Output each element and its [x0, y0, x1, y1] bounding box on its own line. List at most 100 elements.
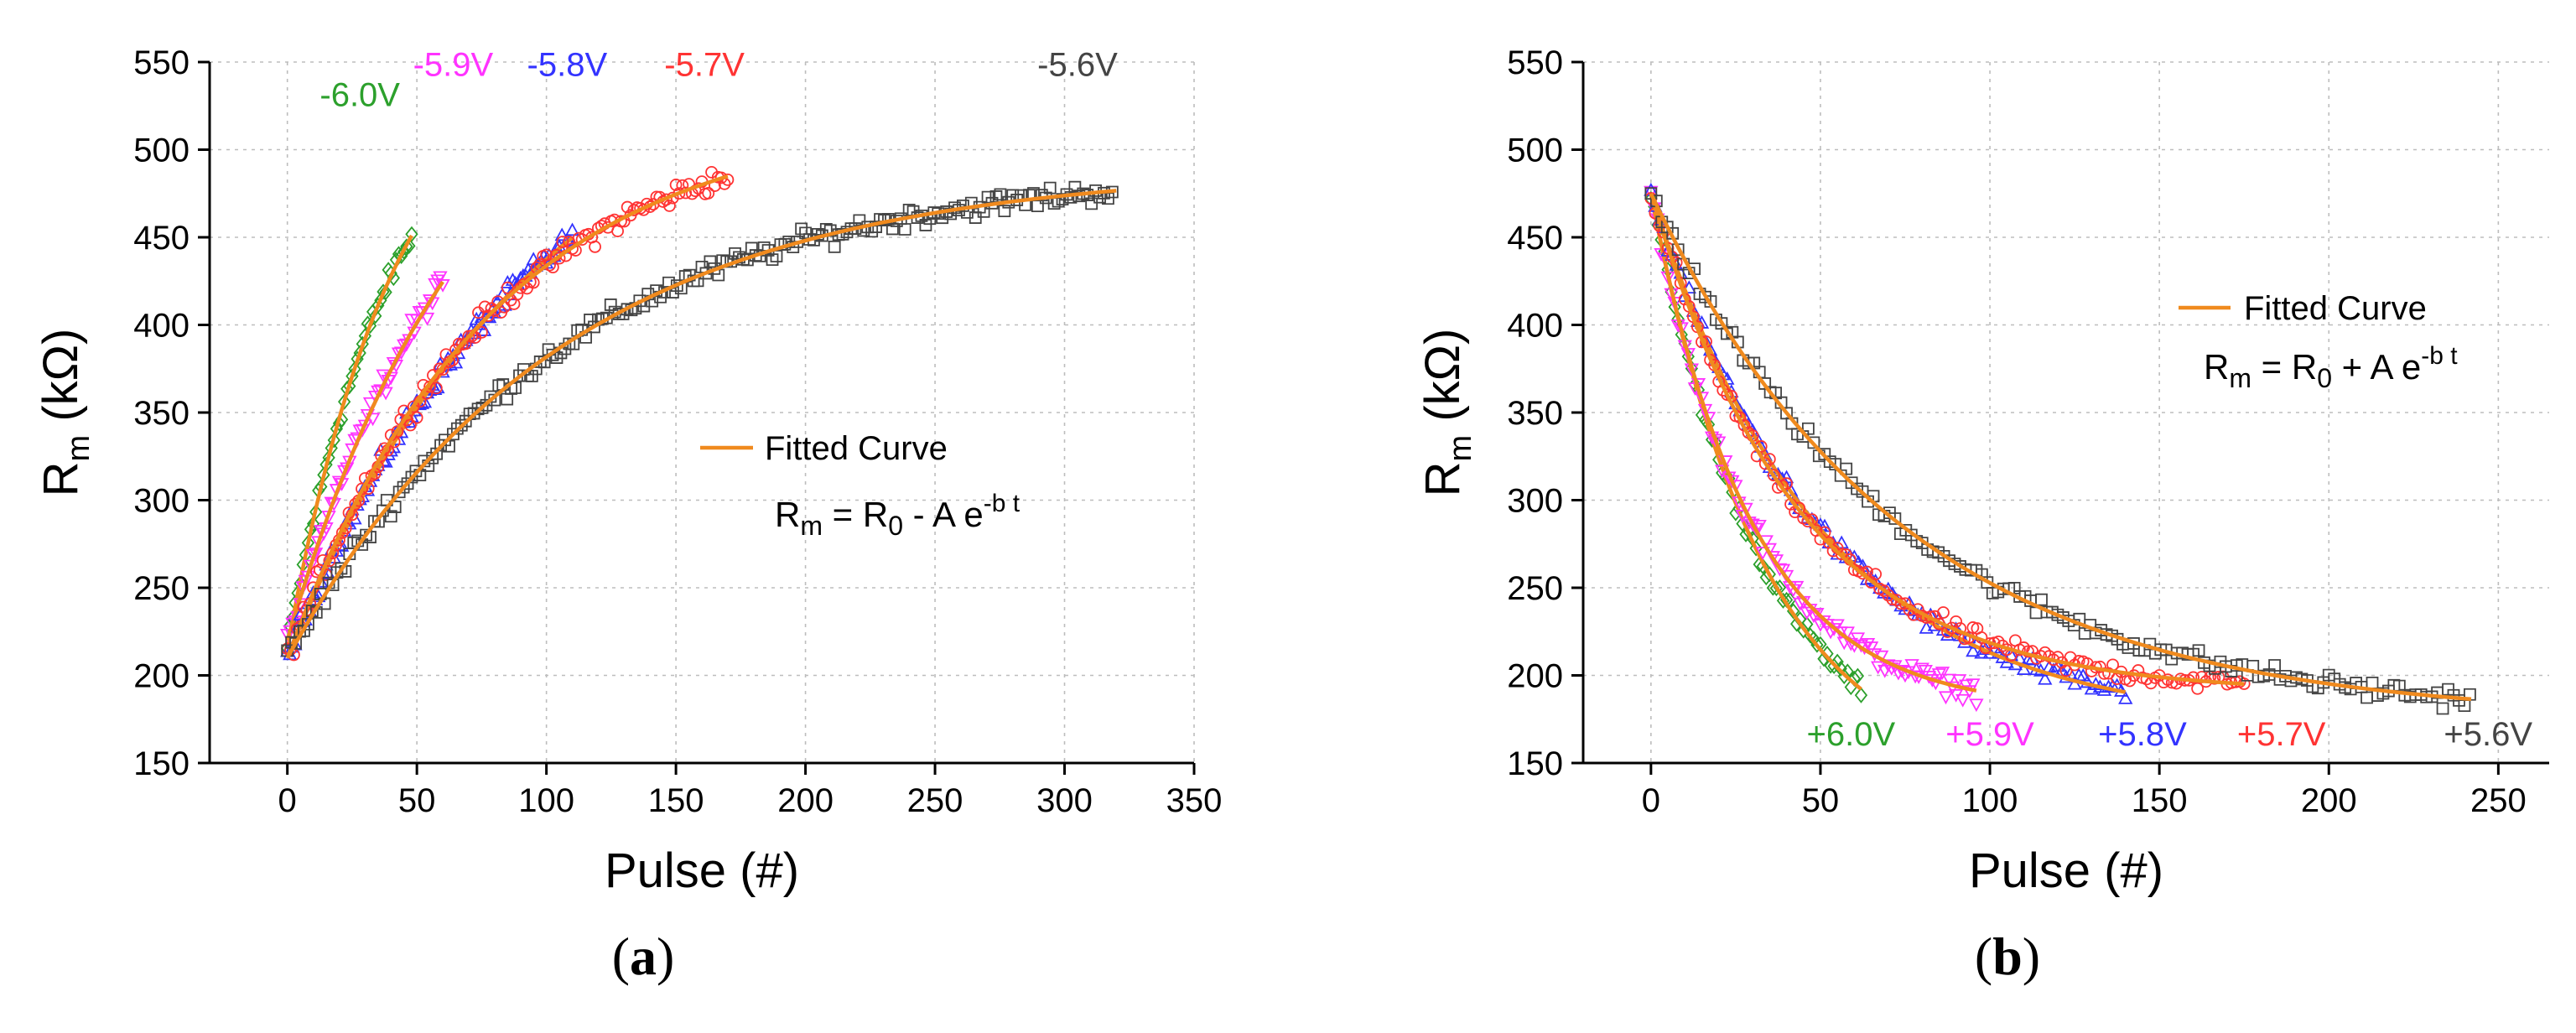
data-point	[336, 465, 352, 479]
data-point	[500, 274, 515, 288]
data-point	[1869, 568, 1883, 581]
data-point	[330, 420, 344, 437]
y-tick-label: 250	[133, 570, 190, 607]
data-point	[973, 200, 986, 214]
data-point	[2360, 691, 2373, 704]
data-point	[1660, 221, 1674, 234]
series-label: -6.0V	[319, 76, 400, 113]
y-axis-title: Rm (kΩ)	[1415, 329, 1478, 497]
data-point	[413, 395, 427, 408]
data-point	[559, 249, 573, 262]
data-point	[662, 276, 675, 289]
y-tick-label: 200	[133, 658, 190, 695]
y-tick-label: 500	[133, 132, 190, 169]
data-point	[348, 361, 361, 377]
data-point	[1006, 189, 1020, 202]
data-point	[604, 298, 617, 311]
data-point	[543, 258, 556, 272]
data-point	[306, 516, 320, 532]
data-point	[964, 196, 978, 210]
data-point	[553, 252, 566, 265]
y-tick-label: 150	[133, 745, 190, 782]
data-point	[327, 432, 340, 449]
data-point	[1975, 631, 1988, 644]
data-point	[650, 284, 663, 297]
data-point	[953, 204, 965, 216]
data-point	[314, 588, 327, 600]
data-point	[363, 317, 377, 335]
data-point	[405, 226, 418, 242]
data-point	[443, 356, 456, 369]
data-point	[410, 411, 423, 424]
data-point	[496, 378, 510, 391]
y-tick-label: 250	[1507, 570, 1563, 607]
x-tick-label: 100	[518, 782, 574, 819]
data-point	[447, 428, 460, 441]
data-point	[554, 227, 569, 241]
data-point	[343, 377, 356, 395]
data-point	[537, 250, 550, 262]
data-point	[338, 393, 351, 410]
data-point	[501, 392, 514, 406]
data-point	[1729, 409, 1742, 423]
data-point	[575, 323, 589, 336]
data-point	[678, 270, 692, 283]
data-point	[342, 506, 356, 519]
data-point	[919, 219, 932, 231]
data-point	[840, 226, 854, 239]
data-point	[865, 225, 879, 238]
data-point	[1941, 626, 1954, 638]
fitted-curve	[1649, 192, 2472, 702]
data-point	[611, 225, 624, 237]
data-point	[391, 347, 407, 361]
data-point	[911, 211, 924, 224]
data-point	[429, 382, 443, 395]
data-point	[1085, 197, 1098, 210]
data-point	[812, 227, 824, 241]
data-point	[1971, 622, 1984, 635]
data-point	[1797, 622, 1810, 639]
data-point	[384, 428, 397, 442]
data-point	[1837, 667, 1851, 685]
series-label: +5.7V	[2237, 716, 2326, 753]
data-point	[1704, 295, 1717, 308]
data-point	[669, 179, 683, 191]
data-point	[1937, 606, 1950, 619]
series--5.9V	[280, 271, 450, 642]
y-tick-label: 550	[133, 44, 190, 81]
data-point	[404, 418, 417, 432]
data-point	[753, 249, 766, 262]
y-tick-label: 400	[133, 308, 190, 345]
data-point	[471, 402, 485, 416]
data-point	[1863, 641, 1879, 655]
y-axis-title: Rm (kΩ)	[34, 329, 96, 497]
data-point	[330, 566, 344, 579]
data-point	[1712, 375, 1726, 388]
data-point	[400, 238, 413, 255]
data-point	[932, 207, 945, 221]
data-point	[564, 222, 580, 236]
data-point	[621, 200, 634, 214]
fit-equation: Rm = R0 + A e-b t	[2204, 342, 2458, 393]
data-point	[633, 294, 647, 308]
data-point	[379, 283, 392, 301]
data-point	[1850, 632, 1866, 646]
data-point	[870, 221, 883, 233]
data-point	[2344, 683, 2357, 696]
data-point	[388, 501, 402, 513]
data-point	[2062, 615, 2075, 627]
data-point	[1898, 597, 1912, 610]
data-point	[1726, 325, 1739, 339]
data-point	[1919, 620, 1934, 634]
data-point	[1843, 553, 1857, 566]
data-point	[422, 294, 438, 308]
data-point	[662, 200, 676, 212]
data-point	[898, 223, 911, 236]
data-point	[1738, 502, 1753, 516]
data-point	[1716, 384, 1730, 397]
data-point	[409, 465, 423, 478]
data-point	[475, 401, 489, 414]
data-point	[1870, 661, 1886, 675]
y-tick-label: 300	[133, 483, 190, 520]
